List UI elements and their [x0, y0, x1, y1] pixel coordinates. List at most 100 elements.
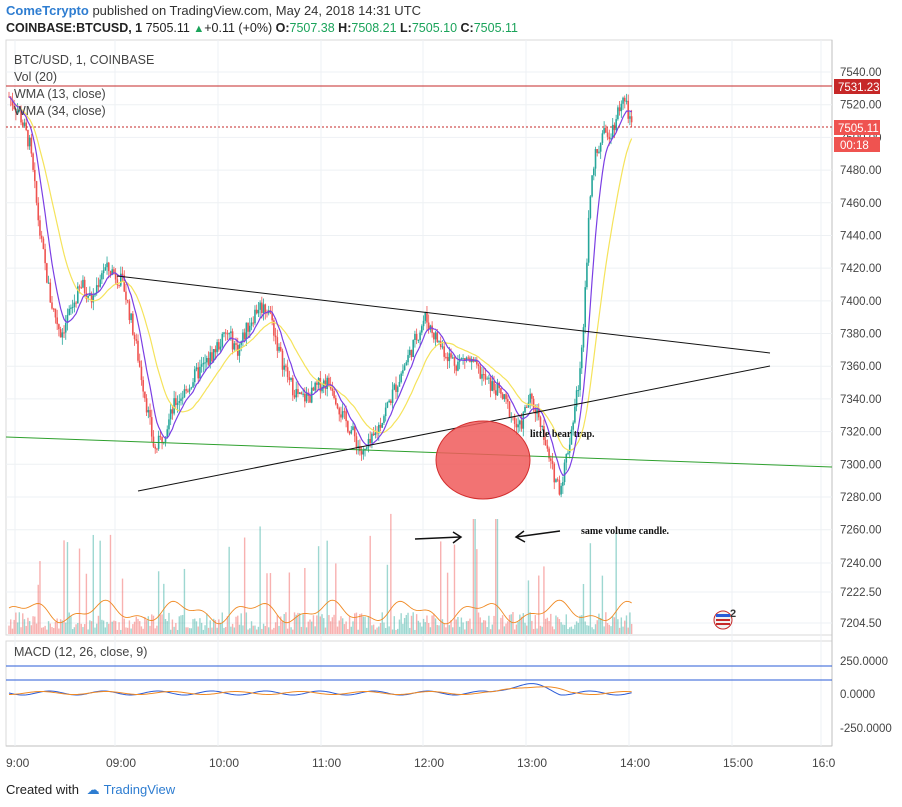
- green-support-line[interactable]: [5, 436, 833, 468]
- candle-body: [126, 299, 129, 302]
- volume-bar: [606, 623, 609, 634]
- volume-bar: [73, 627, 76, 634]
- volume-bar: [572, 628, 574, 634]
- candle-body: [276, 337, 279, 351]
- volume-bar: [524, 622, 526, 634]
- volume-bar: [142, 628, 144, 634]
- volume-bar: [106, 621, 108, 634]
- volume-bar: [161, 614, 163, 634]
- volume-bar: [630, 623, 633, 634]
- candle-body: [494, 390, 497, 396]
- candle-body: [336, 404, 339, 409]
- volume-bar: [474, 519, 476, 634]
- volume-bar: [180, 615, 182, 634]
- volume-bar: [135, 616, 137, 634]
- close-label: C:: [460, 21, 474, 35]
- candle-body: [27, 130, 29, 147]
- candle-body: [13, 105, 15, 109]
- candle-body: [214, 349, 217, 353]
- volume-bar: [302, 614, 304, 634]
- volume-bar: [15, 612, 17, 634]
- volume-bar: [553, 629, 555, 634]
- candle-body: [388, 400, 390, 403]
- volume-bar: [464, 629, 466, 634]
- author-link[interactable]: ComeTcrypto: [6, 3, 89, 18]
- candle-body: [235, 343, 237, 345]
- candle-body: [147, 410, 150, 413]
- price-tick-label: 7320.00: [840, 427, 882, 439]
- volume-bar: [355, 612, 358, 634]
- volume-bar: [268, 627, 270, 634]
- volume-bar: [440, 541, 442, 634]
- grid: [6, 40, 832, 746]
- candle-body: [99, 279, 101, 287]
- volume-bar: [331, 617, 334, 634]
- volume-bar: [94, 627, 96, 634]
- volume-bar: [601, 575, 604, 634]
- volume-bar: [278, 625, 280, 634]
- volume-bar: [125, 627, 127, 634]
- volume-bar: [300, 626, 303, 634]
- bear-trap-ellipse[interactable]: [435, 420, 531, 500]
- up-arrow-icon: ▲: [193, 23, 205, 35]
- candle-body: [133, 334, 136, 340]
- volume-bar: [620, 617, 623, 634]
- volume-bar: [491, 624, 494, 634]
- volume-bar: [149, 625, 151, 634]
- events-flag-icon[interactable]: 2: [713, 608, 736, 630]
- volume-bar: [298, 613, 301, 634]
- volume-bar: [599, 617, 602, 634]
- volume-bar: [495, 519, 497, 634]
- candle-body: [517, 424, 519, 428]
- candle-body: [421, 326, 423, 333]
- volume-bar: [538, 575, 540, 634]
- candle-body: [104, 267, 107, 271]
- candle-body: [591, 175, 593, 197]
- candle-body: [500, 388, 502, 394]
- candle-body: [255, 309, 258, 314]
- lower-trendline[interactable]: [137, 365, 771, 492]
- volume-bar: [171, 619, 174, 634]
- candle-body: [551, 460, 554, 464]
- volume-bar: [587, 625, 590, 634]
- time-tick-label: 12:00: [414, 756, 444, 770]
- volume-bar: [96, 623, 98, 634]
- volume-ma-line: [8, 599, 632, 625]
- candle-body: [90, 293, 93, 303]
- volume-bar: [503, 626, 506, 634]
- volume-bar: [407, 612, 409, 634]
- candle-body: [587, 217, 590, 263]
- candle-body: [130, 313, 132, 321]
- upper-trendline[interactable]: [116, 275, 771, 354]
- volume-bar: [23, 619, 26, 634]
- published-text: published on TradingView.com, May 24, 20…: [92, 3, 422, 18]
- candle-body: [290, 377, 292, 381]
- price-tick-label: 7540.00: [840, 67, 882, 79]
- last-price-badge-text: 7505.11: [838, 123, 879, 135]
- volume-bar: [372, 624, 375, 634]
- time-tick-label: 11:00: [312, 756, 341, 770]
- volume-bar: [226, 616, 229, 634]
- volume-bar: [89, 620, 91, 634]
- volume-bar: [460, 617, 463, 634]
- volume-bar: [280, 616, 282, 634]
- time-tick-label: 14:00: [620, 756, 650, 770]
- volume-bar: [359, 614, 361, 634]
- candle-body: [137, 340, 139, 361]
- volume-bar: [550, 613, 552, 634]
- candle-body: [56, 317, 58, 325]
- volume-bar: [116, 629, 119, 634]
- candle-body: [415, 333, 418, 340]
- candle-body: [398, 381, 401, 387]
- candle-body: [221, 333, 224, 347]
- candle-body: [390, 400, 392, 403]
- volume-bar: [286, 628, 289, 634]
- tradingview-link[interactable]: TradingView: [103, 782, 176, 797]
- candle-body: [488, 377, 490, 379]
- volume-bar: [206, 613, 208, 634]
- candle-body: [224, 332, 227, 334]
- volume-bar: [128, 620, 131, 634]
- candle-body: [603, 128, 605, 134]
- candle-body: [396, 386, 399, 392]
